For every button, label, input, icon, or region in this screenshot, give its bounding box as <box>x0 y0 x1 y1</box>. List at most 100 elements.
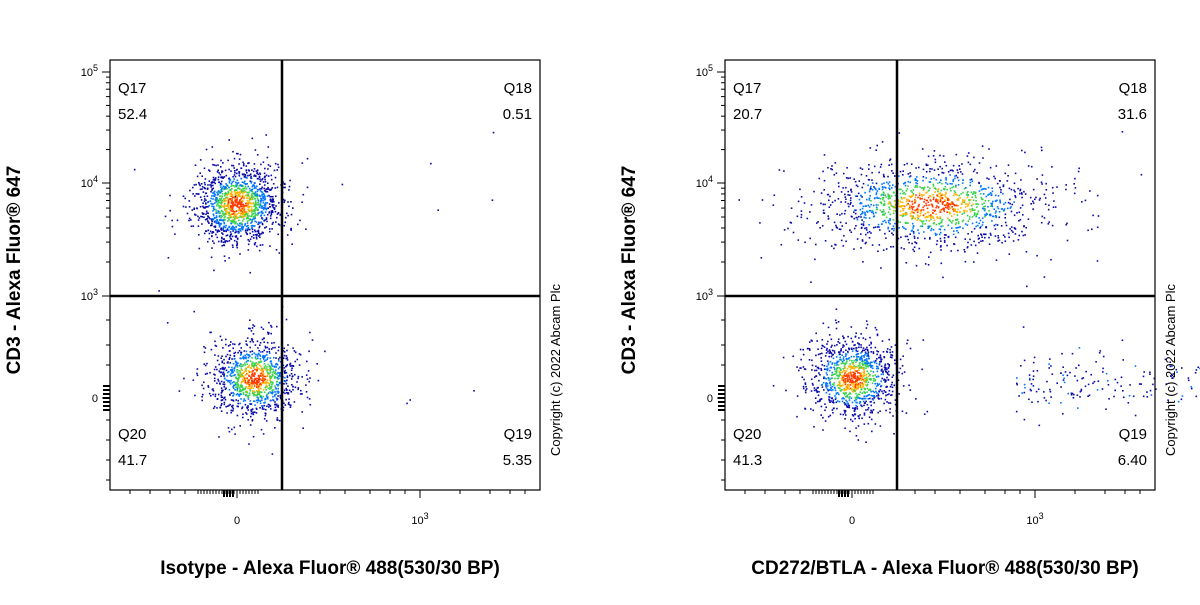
event-dot <box>834 350 836 352</box>
event-dot <box>277 164 279 166</box>
event-dot <box>862 261 864 263</box>
event-dot <box>888 183 890 185</box>
event-dot <box>964 238 966 240</box>
event-dot <box>779 169 781 171</box>
event-dot <box>938 174 940 176</box>
event-dot <box>233 408 235 410</box>
event-dot <box>252 219 254 221</box>
event-dot <box>1014 215 1016 217</box>
event-dot <box>834 200 836 202</box>
event-dot <box>861 380 863 382</box>
event-dot <box>220 183 222 185</box>
event-dot <box>196 208 198 210</box>
event-dot <box>197 375 199 377</box>
event-dot <box>818 368 820 370</box>
event-dot <box>852 421 854 423</box>
event-dot <box>258 362 260 364</box>
event-dot <box>224 397 226 399</box>
event-dot <box>834 345 836 347</box>
event-dot <box>805 386 807 388</box>
event-dot <box>215 234 217 236</box>
event-dot <box>254 369 256 371</box>
event-dot <box>290 201 292 203</box>
event-dot <box>270 215 272 217</box>
event-dot <box>231 198 233 200</box>
event-dot <box>863 206 865 208</box>
event-dot <box>267 364 269 366</box>
event-dot <box>188 220 190 222</box>
event-dot <box>259 384 261 386</box>
event-dot <box>234 358 236 360</box>
event-dot <box>838 321 840 323</box>
event-dot <box>235 376 237 378</box>
event-dot <box>926 205 928 207</box>
event-dot <box>946 245 948 247</box>
event-dot <box>264 391 266 393</box>
event-dot <box>938 193 940 195</box>
event-dot <box>224 367 226 369</box>
event-dot <box>287 344 289 346</box>
event-dot <box>1012 204 1014 206</box>
event-dot <box>846 388 848 390</box>
event-dot <box>966 192 968 194</box>
event-dot <box>955 224 957 226</box>
event-dot <box>261 188 263 190</box>
event-dot <box>875 374 877 376</box>
event-dot <box>916 265 918 267</box>
event-dot <box>800 349 802 351</box>
event-dot <box>256 366 258 368</box>
event-dot <box>984 214 986 216</box>
event-dot <box>231 238 233 240</box>
event-dot <box>215 199 217 201</box>
event-dot <box>882 340 884 342</box>
event-dot <box>836 308 838 310</box>
event-dot <box>882 214 884 216</box>
event-dot <box>952 208 954 210</box>
event-dot <box>886 182 888 184</box>
event-dot <box>221 210 223 212</box>
event-dot <box>1005 202 1007 204</box>
event-dot <box>882 371 884 373</box>
event-dot <box>823 382 825 384</box>
event-dot <box>969 216 971 218</box>
event-dot <box>893 210 895 212</box>
event-dot <box>239 196 241 198</box>
event-dot <box>972 180 974 182</box>
event-dot <box>245 382 247 384</box>
event-dot <box>891 170 893 172</box>
event-dot <box>815 244 817 246</box>
event-dot <box>222 187 224 189</box>
event-dot <box>981 236 983 238</box>
event-dot <box>942 277 944 279</box>
event-dot <box>867 404 869 406</box>
event-dot <box>863 401 865 403</box>
event-dot <box>227 206 229 208</box>
event-dot <box>213 215 215 217</box>
event-dot <box>228 427 230 429</box>
quadrant-percent: 0.51 <box>503 106 532 123</box>
event-dot <box>873 371 875 373</box>
event-dot <box>260 342 262 344</box>
event-dot <box>275 187 277 189</box>
event-dot <box>219 383 221 385</box>
event-dot <box>254 168 256 170</box>
event-dot <box>828 200 830 202</box>
quadrant-percent: 41.7 <box>118 452 147 469</box>
event-dot <box>883 351 885 353</box>
event-dot <box>905 222 907 224</box>
event-dot <box>826 343 828 345</box>
event-dot <box>224 384 226 386</box>
event-dot <box>214 369 216 371</box>
event-dot <box>267 382 269 384</box>
event-dot <box>260 196 262 198</box>
event-dot <box>247 381 249 383</box>
event-dot <box>972 208 974 210</box>
event-dot <box>269 228 271 230</box>
event-dot <box>885 222 887 224</box>
event-dot <box>787 228 789 230</box>
event-dot <box>1011 230 1013 232</box>
event-dot <box>292 389 294 391</box>
event-dot <box>801 214 803 216</box>
event-dot <box>953 179 955 181</box>
event-dot <box>215 209 217 211</box>
